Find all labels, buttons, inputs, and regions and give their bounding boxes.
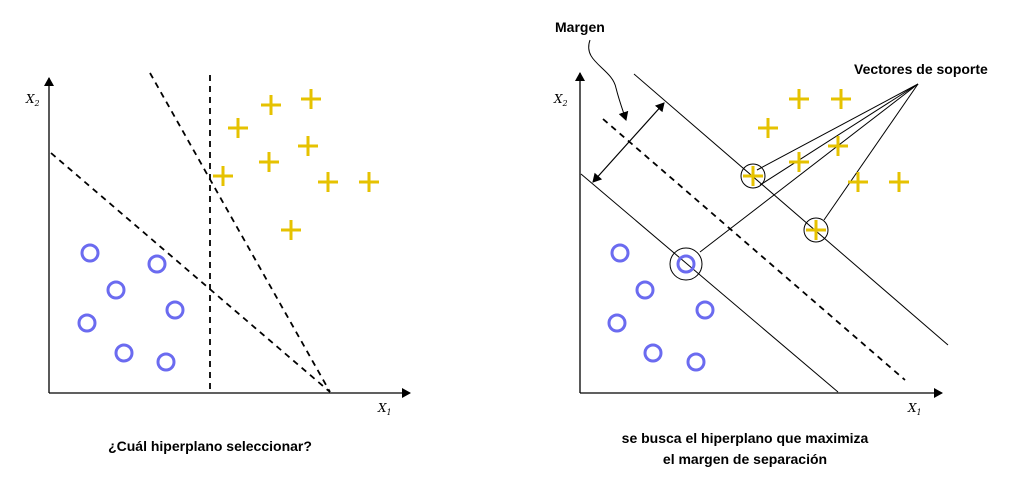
circle-icon — [165, 300, 185, 320]
circle-icon — [635, 280, 655, 300]
plus-icon — [359, 172, 379, 192]
plus-icon — [831, 89, 851, 109]
left-y-axis-label: X2 — [25, 92, 40, 108]
plus-icon — [261, 95, 281, 115]
plus-icon — [298, 136, 318, 156]
left-x-axis-label: X1 — [377, 401, 392, 417]
circle-icon — [147, 254, 167, 274]
left-plus-group — [213, 89, 379, 240]
right-x-axis-label: X1 — [907, 401, 922, 417]
plus-icon — [806, 220, 826, 240]
plus-icon — [789, 89, 809, 109]
circle-icon — [610, 243, 630, 263]
right-panel: X2 X1 Margen Vectores de soporte — [553, 19, 988, 467]
plus-icon — [828, 136, 848, 156]
circle-icon — [607, 313, 627, 333]
margin-callout-arrow — [588, 39, 629, 121]
circle-icon — [156, 352, 176, 372]
plus-icon — [743, 166, 763, 186]
plus-icon — [889, 172, 909, 192]
plus-icon — [213, 166, 233, 186]
circle-icon — [676, 254, 696, 274]
circle-icon — [686, 352, 706, 372]
support-vector-rings — [669, 163, 829, 281]
support-vector-ring — [803, 217, 829, 243]
circle-icon — [106, 280, 126, 300]
circle-icon — [80, 243, 100, 263]
plus-icon — [259, 152, 279, 172]
support-vector-ring — [669, 247, 703, 281]
support-vector-pointers — [699, 83, 919, 253]
right-plus-group — [743, 89, 909, 240]
circle-icon — [114, 343, 134, 363]
right-caption-line1: se busca el hiperplano que maximiza — [622, 430, 869, 446]
plus-icon — [301, 89, 321, 109]
circle-icon — [643, 343, 663, 363]
plus-icon — [281, 220, 301, 240]
right-caption-line2: el margen de separación — [663, 451, 827, 467]
left-panel: X2 X1 ¿Cuál hiperplano sel — [25, 72, 411, 454]
plus-icon — [848, 172, 868, 192]
left-circle-group — [77, 243, 185, 372]
margin-width-arrow — [592, 102, 665, 183]
left-caption: ¿Cuál hiperplano seleccionar? — [108, 438, 312, 454]
right-margin-upper-boundary — [633, 73, 949, 346]
plus-icon — [228, 118, 248, 138]
circle-icon — [695, 300, 715, 320]
plus-icon — [758, 118, 778, 138]
support-vectors-label: Vectores de soporte — [854, 61, 988, 77]
left-hyperplane-shallow — [50, 152, 331, 393]
margin-label: Margen — [555, 19, 605, 35]
plus-icon — [789, 152, 809, 172]
support-vector-ring — [740, 163, 766, 189]
right-margin-lower-boundary — [580, 173, 839, 393]
left-hyperplane-steep — [149, 72, 331, 393]
circle-icon — [77, 313, 97, 333]
plus-icon — [318, 172, 338, 192]
right-circle-group — [607, 243, 715, 372]
right-optimal-hyperplane — [602, 118, 906, 381]
right-y-axis-label: X2 — [553, 92, 568, 108]
